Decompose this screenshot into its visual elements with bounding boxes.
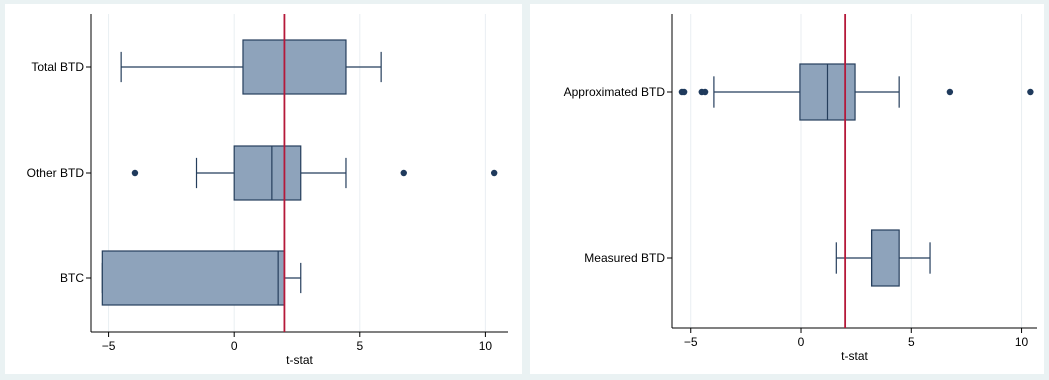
chart-panel-left: −5 0 5 10 t-stat Total BTD Other BTD BTC [5, 4, 522, 374]
outlier-point [701, 88, 709, 96]
iqr-box [870, 229, 900, 287]
panel-background [530, 4, 1044, 374]
x-tick-label: 10 [479, 339, 493, 353]
x-tick-label: 0 [798, 335, 805, 349]
x-tick-label: −5 [102, 339, 116, 353]
x-tick-label: 10 [1015, 335, 1029, 349]
outlier-point [680, 88, 688, 96]
iqr-box [233, 145, 302, 201]
outlier-point [1027, 88, 1034, 96]
outlier-point [400, 169, 407, 177]
box-other-btd: Other BTD [27, 145, 498, 201]
y-tick-label: Total BTD [31, 60, 84, 74]
y-tick-label: Approximated BTD [564, 85, 666, 99]
x-tick-label: 5 [908, 335, 915, 349]
iqr-box [242, 39, 347, 95]
y-tick-label: Measured BTD [584, 251, 665, 265]
chart-panel-right: −5 0 5 10 t-stat Approximated BTD Measured BTD [530, 4, 1044, 374]
iqr-box [101, 250, 286, 306]
y-tick-label: BTC [60, 271, 84, 285]
outlier-point [946, 88, 954, 96]
outlier-point [490, 169, 498, 177]
x-axis-label: t-stat [841, 349, 868, 363]
x-tick-label: 5 [356, 339, 363, 353]
outlier-point [131, 169, 139, 177]
y-tick-label: Other BTD [27, 166, 85, 180]
x-tick-label: −5 [684, 335, 698, 349]
x-axis-label: t-stat [286, 353, 313, 367]
x-tick-label: 0 [231, 339, 238, 353]
box-btc: BTC [60, 250, 302, 306]
box-measured-btd: Measured BTD [584, 229, 931, 287]
